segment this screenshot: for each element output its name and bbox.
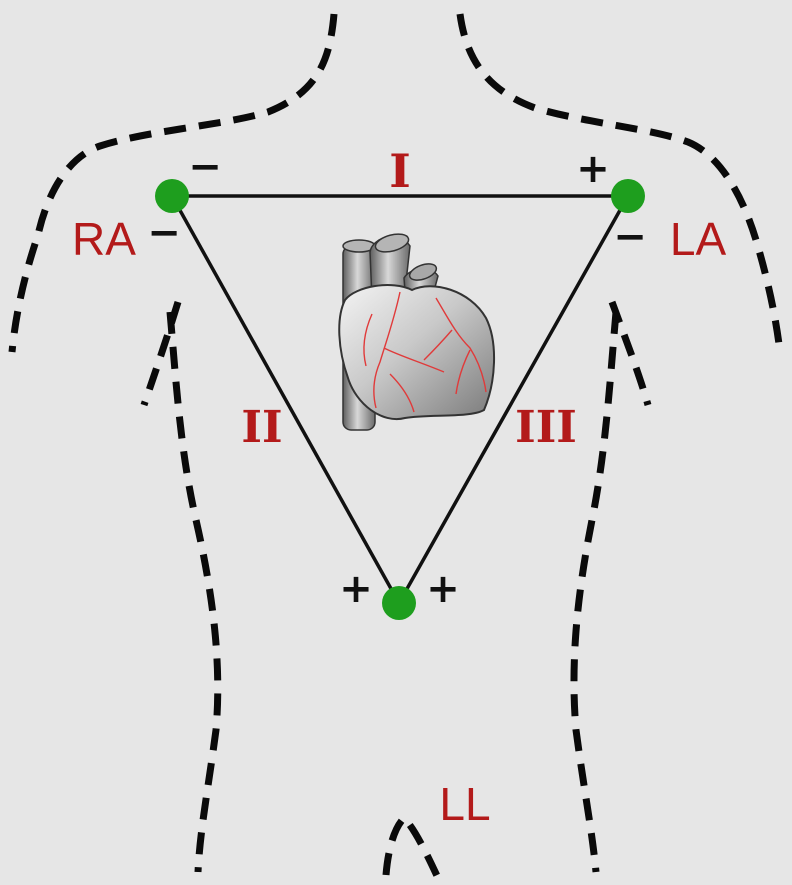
polarity-lead3-la: − bbox=[613, 214, 647, 260]
arm-left-inner-outline bbox=[140, 300, 182, 407]
polarity-lead2-ll: + bbox=[339, 566, 373, 612]
limb-label-ll: LL bbox=[439, 778, 490, 830]
polarity-lead1-ra: − bbox=[188, 144, 222, 190]
neck-left-outline bbox=[8, 13, 338, 353]
polarity-lead2-ra: − bbox=[147, 210, 181, 256]
limb-label-ra: RA bbox=[72, 213, 136, 265]
heart-icon bbox=[338, 233, 495, 431]
polarity-lead3-ll: + bbox=[426, 566, 460, 612]
lead-triangle bbox=[170, 194, 630, 604]
lead-2-label: II bbox=[241, 402, 282, 453]
torso-right-outline bbox=[570, 311, 620, 873]
polarity-lead1-la: + bbox=[576, 146, 610, 192]
neck-right-outline bbox=[456, 13, 784, 353]
leg-outline bbox=[382, 813, 442, 880]
lead-2-line bbox=[170, 195, 401, 604]
lead-3-label: III bbox=[515, 402, 577, 453]
body-outline bbox=[8, 13, 784, 880]
torso-left-outline bbox=[166, 311, 222, 873]
limb-label-la: LA bbox=[670, 213, 727, 265]
lead-1-label: I bbox=[389, 144, 411, 198]
lead-3-line bbox=[397, 195, 630, 604]
electrode-ll-icon bbox=[382, 586, 416, 620]
electrode-ra-icon bbox=[155, 179, 189, 213]
electrode-la-icon bbox=[611, 179, 645, 213]
